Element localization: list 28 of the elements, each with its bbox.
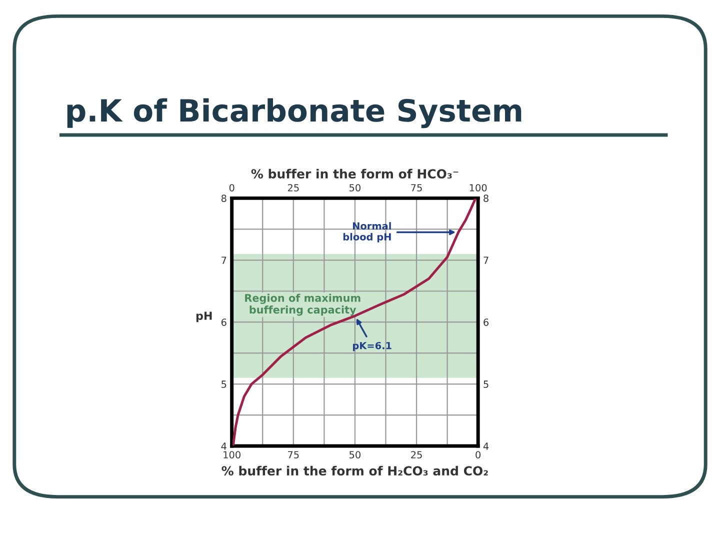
- y-axis-title: pH: [196, 312, 212, 322]
- x2-tick-label: 0: [229, 184, 234, 192]
- y2-tick-label: 7: [484, 256, 488, 264]
- annotation: pK=6.1: [353, 342, 392, 352]
- x-tick-label: 100: [224, 451, 240, 458]
- x2-tick-label: 75: [411, 184, 422, 192]
- x-tick-label: 0: [476, 451, 481, 458]
- y-tick-label: 5: [222, 380, 226, 388]
- y2-tick-label: 5: [484, 380, 488, 388]
- x-tick-label: 75: [288, 451, 299, 458]
- chart-title: p.K of Bicarbonate System: [67, 98, 522, 128]
- band-label: Region of maximum buffering capacity: [245, 294, 360, 316]
- y2-tick-label: 6: [484, 318, 489, 326]
- x2-tick-label: 100: [470, 184, 487, 192]
- y-tick-label: 8: [221, 194, 226, 202]
- y-tick-label: 6: [221, 318, 226, 326]
- line-series: [232, 198, 477, 446]
- x-axis-title: % buffer in the form of H₂CO₃ and CO₂: [222, 466, 488, 476]
- y-tick-label: 4: [221, 442, 226, 450]
- annotation: Normal blood pH: [343, 222, 391, 242]
- x2-axis-title: % buffer in the form of HCO₃⁻: [251, 168, 458, 179]
- x2-tick-label: 25: [288, 184, 299, 192]
- x-tick-label: 25: [411, 451, 422, 458]
- x-tick-label: 50: [350, 451, 360, 458]
- x2-tick-label: 50: [350, 184, 360, 192]
- y2-tick-label: 4: [483, 442, 489, 450]
- y-tick-label: 7: [222, 256, 226, 264]
- y2-tick-label: 8: [484, 194, 488, 202]
